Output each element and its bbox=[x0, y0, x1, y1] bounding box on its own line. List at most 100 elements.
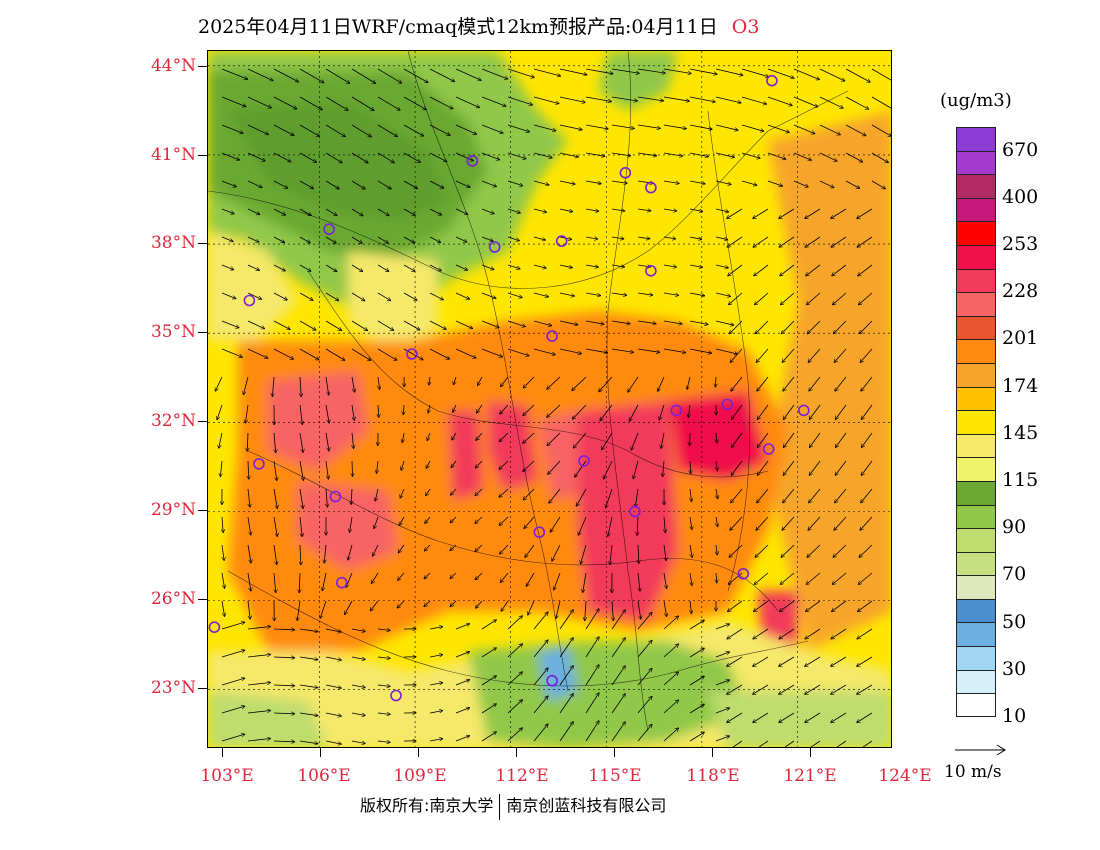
wind-vector bbox=[663, 68, 691, 74]
wind-vector bbox=[429, 711, 443, 714]
wind-vector bbox=[809, 488, 821, 503]
wind-vector bbox=[247, 739, 271, 742]
wind-vector bbox=[689, 732, 704, 742]
wind-vector bbox=[345, 600, 353, 615]
wind-vector bbox=[507, 236, 519, 241]
wind-vector bbox=[585, 320, 604, 324]
wind-vector bbox=[429, 124, 450, 135]
lon-label-106: 106°E bbox=[297, 766, 351, 786]
wind-vector bbox=[871, 152, 888, 163]
wind-vector bbox=[377, 713, 390, 714]
wind-vector bbox=[424, 544, 431, 551]
wind-vector bbox=[325, 684, 341, 688]
wind-vector bbox=[819, 68, 845, 81]
wind-vector bbox=[715, 124, 738, 130]
wind-vector bbox=[507, 96, 533, 105]
wind-vector bbox=[533, 612, 548, 630]
wind-vector bbox=[378, 404, 379, 417]
wind-vector bbox=[325, 264, 337, 272]
wind-vector bbox=[219, 432, 223, 448]
wind-vector bbox=[221, 320, 239, 328]
lon-label-103: 103°E bbox=[200, 766, 254, 786]
wind-vector bbox=[455, 348, 476, 358]
wind-vector bbox=[501, 600, 509, 611]
wind-vector bbox=[273, 124, 294, 136]
wind-vector bbox=[507, 644, 523, 658]
wind-vector bbox=[297, 600, 301, 621]
wind-vector bbox=[758, 740, 769, 747]
wind-vector bbox=[727, 628, 743, 639]
wind-vector bbox=[351, 404, 354, 420]
wind-vector bbox=[715, 68, 743, 75]
wind-vector bbox=[322, 572, 327, 591]
wind-vector bbox=[377, 180, 391, 189]
wind-vector bbox=[247, 68, 273, 81]
wind-vector bbox=[247, 655, 271, 658]
wind-vector bbox=[637, 572, 640, 591]
wind-vector bbox=[858, 572, 873, 585]
wind-vector bbox=[578, 516, 587, 535]
wind-vector bbox=[429, 236, 441, 243]
wind-vector bbox=[663, 292, 679, 295]
wind-vector bbox=[273, 544, 277, 565]
wind-vector bbox=[637, 696, 652, 714]
wind-vector bbox=[663, 600, 667, 617]
colorbar-swatch bbox=[956, 197, 996, 222]
wind-vector bbox=[727, 236, 743, 247]
wind-vector bbox=[779, 236, 795, 247]
wind-vector bbox=[731, 376, 743, 391]
wind-vector bbox=[221, 678, 245, 686]
wind-vector bbox=[753, 684, 769, 694]
wind-vector bbox=[731, 432, 743, 448]
wind-vector bbox=[753, 208, 769, 219]
wind-vector bbox=[217, 404, 223, 420]
wind-vector bbox=[833, 544, 847, 557]
wind-vector bbox=[507, 208, 520, 213]
colorbar-swatch bbox=[956, 669, 996, 694]
wind-vector bbox=[832, 600, 847, 612]
wind-vector bbox=[221, 180, 236, 187]
wind-vector bbox=[221, 96, 246, 107]
wind-vector bbox=[585, 237, 598, 239]
wind-vector bbox=[523, 376, 535, 388]
wind-vector bbox=[533, 724, 548, 742]
wind-vector bbox=[861, 404, 873, 420]
wind-vector bbox=[455, 736, 470, 742]
wind-vector bbox=[637, 96, 664, 101]
wind-vector bbox=[755, 544, 769, 557]
colorbar-swatch bbox=[956, 410, 996, 434]
wind-vector bbox=[585, 124, 608, 129]
wind-vector bbox=[753, 712, 769, 723]
colorbar-swatch bbox=[956, 292, 996, 316]
city-marker bbox=[737, 567, 750, 580]
wind-vector bbox=[836, 740, 847, 747]
colorbar-swatch bbox=[956, 693, 996, 717]
wind-vector bbox=[243, 376, 249, 395]
wind-vector bbox=[300, 376, 301, 397]
wind-vector bbox=[481, 292, 496, 298]
city-marker bbox=[406, 348, 418, 360]
wind-vector bbox=[859, 320, 873, 334]
wind-vector bbox=[716, 460, 717, 471]
wind-vector bbox=[299, 572, 300, 593]
wind-vector bbox=[455, 208, 468, 214]
wind-vector bbox=[663, 96, 689, 101]
wind-vector bbox=[351, 376, 355, 392]
city-marker bbox=[721, 398, 734, 411]
wind-vector bbox=[403, 236, 415, 243]
colorbar-label: 253 bbox=[1002, 233, 1039, 255]
wind-vector bbox=[377, 68, 402, 83]
wind-vector bbox=[475, 488, 483, 496]
wind-vector bbox=[831, 684, 847, 694]
wind-vector bbox=[689, 124, 712, 129]
wind-vector bbox=[273, 96, 297, 109]
lon-tick bbox=[810, 748, 811, 757]
wind-vector bbox=[861, 488, 873, 503]
wind-vector bbox=[832, 292, 847, 305]
wind-vector bbox=[425, 516, 431, 523]
wind-vector bbox=[715, 292, 731, 296]
wind-vector bbox=[273, 180, 288, 188]
wind-vector bbox=[753, 628, 769, 639]
city-marker bbox=[533, 526, 546, 539]
wind-vector bbox=[806, 292, 821, 305]
